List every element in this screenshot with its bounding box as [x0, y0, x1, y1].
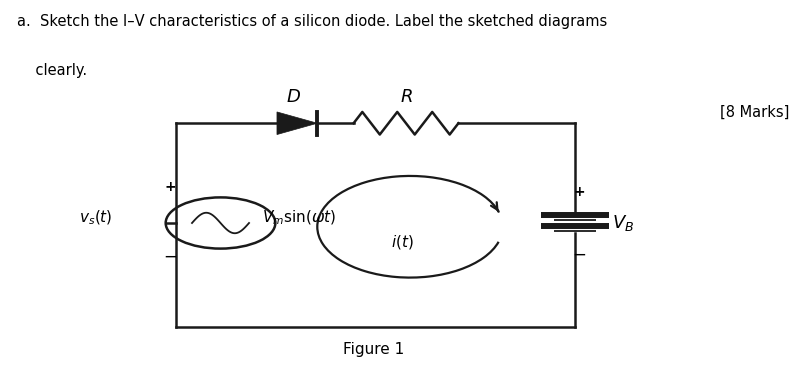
Text: +: +: [573, 185, 585, 199]
Text: [8 Marks]: [8 Marks]: [719, 104, 788, 120]
Text: $D$: $D$: [285, 88, 300, 106]
Text: Figure 1: Figure 1: [343, 342, 404, 357]
Text: +: +: [165, 180, 176, 194]
Text: $i(t)$: $i(t)$: [390, 233, 413, 251]
Text: $V_m\sin(\omega t)$: $V_m\sin(\omega t)$: [262, 208, 337, 227]
Text: $R$: $R$: [399, 88, 412, 106]
Text: −: −: [572, 246, 586, 264]
Polygon shape: [277, 112, 317, 134]
Text: clearly.: clearly.: [17, 63, 88, 78]
Text: a.  Sketch the I–V characteristics of a silicon diode. Label the sketched diagra: a. Sketch the I–V characteristics of a s…: [17, 14, 607, 29]
Text: −: −: [163, 248, 178, 266]
Text: $V_B$: $V_B$: [611, 213, 633, 233]
Text: $v_s(t)$: $v_s(t)$: [79, 208, 113, 227]
